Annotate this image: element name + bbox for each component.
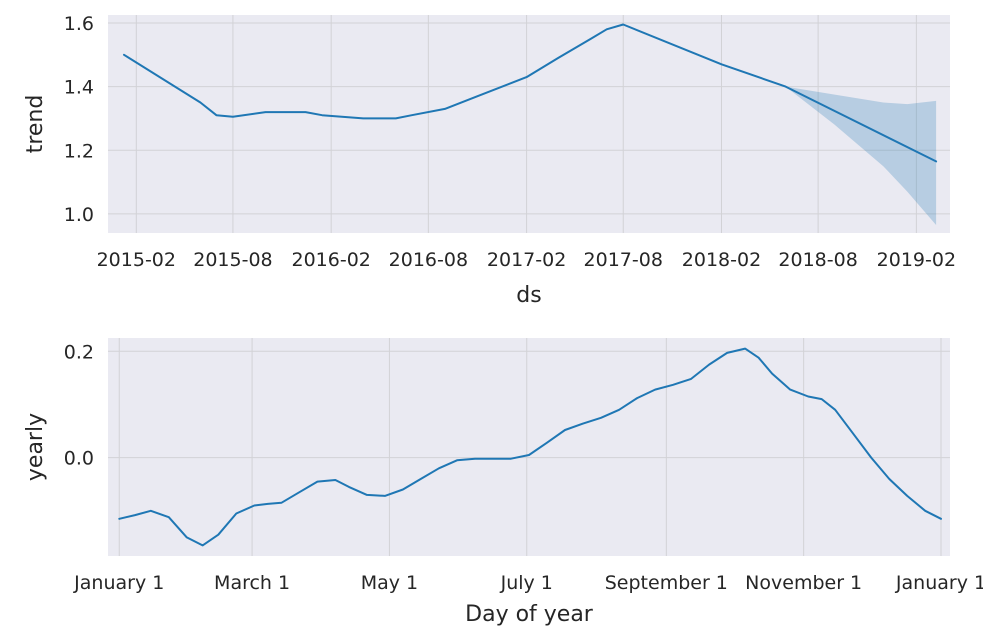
x-tick-label: 2018-08 [778,249,857,271]
trend-panel: 2015-02 2015-08 2016-02 2016-08 2017-02 2017-… [23,13,956,308]
x-tick-label: May 1 [361,572,418,594]
uncertainty-band [785,86,937,225]
x-tick-label: 2017-02 [487,249,566,271]
x-tick-label: March 1 [214,572,290,594]
yearly-plot-area [108,338,950,556]
x-tick-label: 2018-02 [682,249,761,271]
y-tick-label: 0.0 [64,448,94,470]
x-tick-label: January 1 [73,572,164,594]
x-tick-label: 2017-08 [584,249,663,271]
trend-plot-area [108,15,950,233]
y-tick-label: 1.2 [64,140,94,162]
yearly-y-axis-label: yearly [23,413,48,481]
x-tick-label: 2015-08 [193,249,272,271]
y-tick-label: 1.0 [64,204,94,226]
y-tick-label: 0.2 [64,341,94,363]
yearly-line [118,347,942,547]
trend-y-axis-label: trend [23,95,48,154]
x-tick-label: 2019-02 [877,249,956,271]
y-tick-label: 1.6 [64,13,94,35]
x-tick-label: September 1 [605,572,728,594]
x-tick-label: 2015-02 [97,249,176,271]
x-tick-label: July 1 [500,572,553,594]
yearly-panel: January 1 March 1 May 1 July 1 September 1 No… [23,338,983,627]
x-tick-label: January 1 [895,572,983,594]
x-tick-label: 2016-02 [291,249,370,271]
x-tick-label: 2016-08 [389,249,468,271]
y-tick-label: 1.4 [64,77,94,99]
x-tick-label: November 1 [745,572,862,594]
trend-line [123,23,938,163]
yearly-x-axis-label: Day of year [465,602,594,627]
trend-x-axis-label: ds [516,283,541,308]
